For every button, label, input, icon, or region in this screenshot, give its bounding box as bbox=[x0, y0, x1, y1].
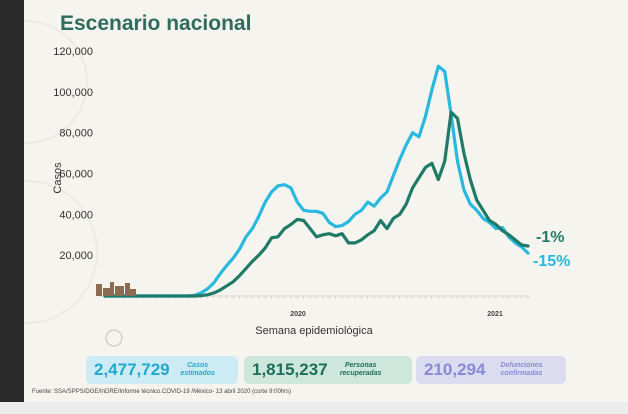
source-note: Fuente: SSA/SPPS/DGE/InDRE/Informe técni… bbox=[32, 389, 292, 395]
y-tick-label: 40,000 bbox=[59, 209, 93, 221]
y-tick-label: 20,000 bbox=[59, 250, 93, 262]
recovered-card: 1,815,237 Personas recuperadas bbox=[244, 356, 412, 384]
recovered-value: 1,815,237 bbox=[252, 360, 328, 379]
y-tick-label: 80,000 bbox=[59, 128, 93, 140]
chart: 20,000 40,000 60,000 80,000 100,000 120,000 C… bbox=[52, 46, 570, 347]
seal-icon bbox=[105, 329, 123, 347]
deaths-card: 210,294 Defunciones confirmadas bbox=[416, 356, 566, 384]
page-title: Escenario nacional bbox=[60, 12, 252, 35]
y-tick-label: 100,000 bbox=[53, 87, 93, 99]
estimated-cases-value: 2,477,729 bbox=[94, 360, 170, 379]
deaths-label: Defunciones confirmadas bbox=[500, 362, 543, 377]
estimated-cases-label: Casos estimados bbox=[180, 362, 215, 377]
series-confirmed-change-label: -1% bbox=[536, 229, 564, 246]
series-confirmed-line bbox=[103, 110, 530, 298]
series-estimated-change-label: -15% bbox=[533, 253, 570, 270]
estimated-cases-card: 2,477,729 Casos estimados bbox=[86, 356, 238, 384]
slide: Escenario nacional 20,000 40,000 60,000 80,… bbox=[24, 0, 628, 402]
x-axis-title: Semana epidemiológica bbox=[255, 325, 373, 337]
year-label-2021: 2021 bbox=[487, 311, 503, 318]
y-tick-label: 120,000 bbox=[53, 46, 93, 58]
y-axis-title: Casos bbox=[52, 162, 64, 194]
deaths-value: 210,294 bbox=[424, 360, 486, 379]
series-estimated-line bbox=[103, 64, 530, 298]
skyline-illustration bbox=[96, 282, 136, 296]
recovered-label: Personas recuperadas bbox=[339, 362, 382, 377]
window-left-border bbox=[0, 0, 24, 414]
y-axis-ticks: 20,000 40,000 60,000 80,000 100,000 120,000 bbox=[53, 46, 93, 262]
bottom-strip bbox=[0, 402, 628, 414]
y-tick-label: 60,000 bbox=[59, 169, 93, 181]
year-label-2020: 2020 bbox=[290, 311, 306, 318]
series-layer bbox=[103, 64, 530, 298]
